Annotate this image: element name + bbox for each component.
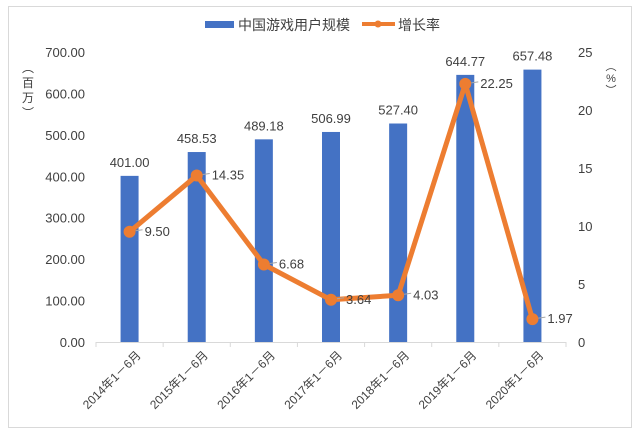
bar[interactable] xyxy=(254,139,273,342)
bar[interactable] xyxy=(389,123,408,343)
legend-line-marker-icon xyxy=(374,20,382,28)
bar-value-label: 644.77 xyxy=(445,54,485,69)
line-marker[interactable] xyxy=(190,169,203,182)
bar[interactable] xyxy=(322,131,340,342)
left-axis-tick-label: 200.00 xyxy=(45,252,85,267)
bar-series: 401.00 458.53 489.18 506.99 527.40 644.77 657.… xyxy=(110,49,553,343)
leader-line xyxy=(135,229,143,232)
line-value-label: 4.03 xyxy=(413,287,438,302)
right-axis-tick-label: 5 xyxy=(578,277,585,292)
right-axis-tick-label: 20 xyxy=(578,103,592,118)
bar-value-label: 657.48 xyxy=(513,49,553,64)
left-unit-char: ︶ xyxy=(22,106,34,120)
x-axis-label: 2016年1－6月 xyxy=(214,348,278,412)
x-axis-label: 2015年1－6月 xyxy=(147,348,211,412)
line-marker[interactable] xyxy=(257,258,270,271)
left-axis-unit: ︵百万︶ xyxy=(22,61,34,120)
line-value-label: 6.68 xyxy=(279,257,304,272)
leader-line xyxy=(404,292,412,295)
left-unit-char: 百 xyxy=(22,76,34,90)
left-axis-tick-label: 300.00 xyxy=(45,211,85,226)
bar[interactable] xyxy=(120,175,139,342)
x-axis-labels: 2014年1－6月 2015年1－6月 2016年1－6月 2017年1－6月 2018… xyxy=(80,348,547,412)
bar-value-label: 527.40 xyxy=(378,103,418,118)
x-axis-label: 2020年1－6月 xyxy=(483,348,547,412)
line-marker[interactable] xyxy=(526,313,539,326)
legend-line-label: 增长率 xyxy=(398,17,440,33)
leader-line xyxy=(336,297,345,300)
left-unit-char: 万 xyxy=(22,91,34,105)
right-unit-char: % xyxy=(606,73,616,85)
left-axis-tick-label: 600.00 xyxy=(45,86,85,101)
line-marker[interactable] xyxy=(459,77,472,90)
bar[interactable] xyxy=(523,69,542,343)
bar[interactable] xyxy=(456,74,475,343)
leader-line xyxy=(269,262,277,265)
line-value-label: 1.97 xyxy=(547,311,572,326)
left-axis-tick-label: 0.00 xyxy=(60,335,85,350)
x-axis-label: 2014年1－6月 xyxy=(80,348,144,412)
left-axis-tick-label: 400.00 xyxy=(45,169,85,184)
left-axis-tick-label: 500.00 xyxy=(45,128,85,143)
combo-chart: 中国游戏用户规模 增长率 ︵百万︶ ︵%︶ 0.00100.00200.0030… xyxy=(22,17,617,412)
right-axis-ticks: 0 5 10 15 20 25 xyxy=(578,45,592,350)
leader-line xyxy=(538,316,546,319)
left-unit-char: ︵ xyxy=(22,61,34,75)
legend-item-bar[interactable]: 中国游戏用户规模 xyxy=(205,17,350,33)
x-axis-label: 2018年1－6月 xyxy=(349,348,413,412)
leader-line xyxy=(202,173,210,176)
line-marker[interactable] xyxy=(123,225,136,238)
line-marker[interactable] xyxy=(325,293,337,306)
left-axis-ticks: 0.00 100.00 200.00 300.00 400.00 500.00 600.00… xyxy=(45,45,85,350)
right-axis-tick-label: 10 xyxy=(578,219,592,234)
right-axis-tick-label: 25 xyxy=(578,45,592,60)
right-unit-char: ︵ xyxy=(606,61,617,73)
leader-line xyxy=(471,81,479,84)
bar-value-label: 506.99 xyxy=(311,111,351,126)
line-marker[interactable] xyxy=(392,289,405,302)
right-unit-char: ︶ xyxy=(606,84,617,97)
legend: 中国游戏用户规模 增长率 xyxy=(205,17,440,33)
legend-item-line[interactable]: 增长率 xyxy=(362,17,440,33)
bar-value-label: 401.00 xyxy=(110,155,150,170)
line-value-label: 9.50 xyxy=(145,224,170,239)
bar-value-label: 458.53 xyxy=(177,131,217,146)
line-value-label: 14.35 xyxy=(212,168,245,183)
right-axis-tick-label: 0 xyxy=(578,335,585,350)
bar-value-label: 489.18 xyxy=(244,118,284,133)
right-axis-unit: ︵%︶ xyxy=(606,61,617,97)
line-series: 9.50 14.35 6.68 3.64 4.03 22.25 1.97 xyxy=(123,76,573,326)
right-axis-tick-label: 15 xyxy=(578,161,592,176)
x-axis-label: 2017年1－6月 xyxy=(281,348,345,412)
legend-bar-label: 中国游戏用户规模 xyxy=(238,17,350,33)
bar[interactable] xyxy=(187,152,206,342)
line-value-label: 3.64 xyxy=(346,292,371,307)
left-axis-tick-label: 100.00 xyxy=(45,294,85,309)
line-value-label: 22.25 xyxy=(480,76,513,91)
legend-bar-swatch-icon xyxy=(205,21,234,28)
left-axis-tick-label: 700.00 xyxy=(45,45,85,60)
x-axis-tick-marks xyxy=(95,342,567,347)
x-axis-label: 2019年1－6月 xyxy=(416,348,480,412)
